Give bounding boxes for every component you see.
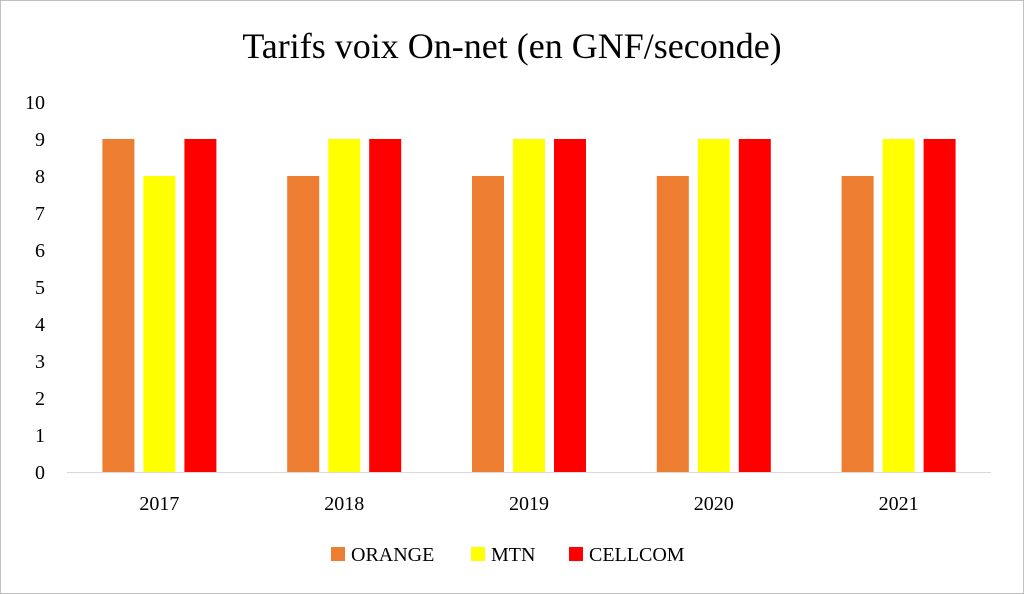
legend-label-cellcom: CELLCOM [589, 544, 685, 566]
y-tick-label: 9 [35, 129, 45, 151]
bar-cellcom-2021 [923, 139, 956, 472]
bar-orange-2021 [841, 176, 874, 472]
y-tick-label: 1 [35, 425, 45, 447]
bar-mtn-2017 [143, 176, 176, 472]
y-tick-label: 7 [35, 203, 45, 225]
bar-cellcom-2017 [184, 139, 217, 472]
legend-label-orange: ORANGE [351, 544, 434, 566]
x-tick-label: 2018 [324, 493, 364, 515]
bars [102, 139, 956, 472]
x-tick-label: 2019 [509, 493, 549, 515]
y-tick-label: 2 [35, 388, 45, 410]
legend: ORANGE MTN CELLCOM [331, 544, 685, 566]
y-tick-label: 6 [35, 240, 45, 262]
legend-label-mtn: MTN [491, 544, 535, 566]
bar-orange-2019 [472, 176, 504, 472]
x-tick-label: 2017 [139, 493, 179, 515]
y-tick-label: 5 [35, 277, 45, 299]
y-axis: 0 1 2 3 4 5 6 7 8 9 10 [25, 92, 45, 484]
y-tick-label: 0 [35, 462, 45, 484]
bar-mtn-2018 [328, 139, 361, 472]
x-tick-label: 2020 [694, 493, 734, 515]
y-tick-label: 4 [35, 314, 45, 336]
bar-orange-2020 [656, 176, 689, 472]
legend-swatch-mtn [471, 547, 485, 561]
bar-orange-2018 [287, 176, 320, 472]
bar-orange-2017 [102, 139, 135, 472]
y-tick-label: 8 [35, 166, 45, 188]
bar-cellcom-2018 [369, 139, 402, 472]
y-tick-label: 10 [25, 92, 45, 114]
bar-mtn-2021 [882, 139, 915, 472]
x-axis: 2017 2018 2019 2020 2021 [67, 472, 991, 515]
y-tick-label: 3 [35, 351, 45, 373]
bar-mtn-2019 [513, 139, 545, 472]
chart-title: Tarifs voix On-net (en GNF/seconde) [242, 26, 781, 66]
x-tick-label: 2021 [879, 493, 919, 515]
legend-swatch-cellcom [569, 547, 583, 561]
bar-mtn-2020 [697, 139, 730, 472]
legend-swatch-orange [331, 547, 345, 561]
bar-cellcom-2019 [554, 139, 586, 472]
bar-cellcom-2020 [738, 139, 771, 472]
